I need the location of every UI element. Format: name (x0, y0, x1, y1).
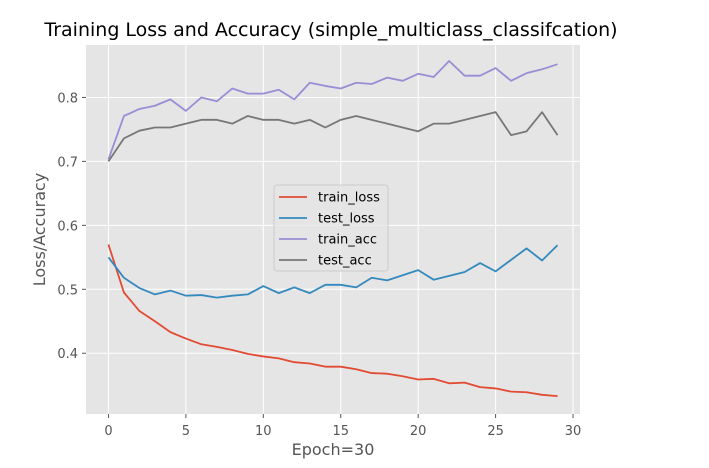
legend-label: test_loss (318, 212, 375, 227)
x-tick-label: 0 (104, 424, 112, 439)
x-tick-label: 20 (410, 424, 427, 439)
series-line-test-loss (107, 244, 559, 299)
series-line-test-acc (107, 111, 559, 162)
series-line-train-acc (107, 60, 558, 160)
x-tick-label: 15 (332, 424, 349, 439)
y-tick-label: 0.7 (57, 155, 78, 170)
y-axis-label: Loss/Accuracy (30, 173, 49, 287)
x-axis-label: Epoch=30 (292, 440, 375, 459)
grid (86, 45, 580, 414)
tick-layer: 0 5 10 15 20 25 30 0.4 0.5 0.6 0.7 0.8 (57, 91, 581, 439)
legend-label: train_acc (318, 233, 377, 248)
x-tick-label: 5 (182, 424, 190, 439)
legend-box (273, 184, 389, 272)
y-tick-label: 0.5 (57, 283, 78, 298)
series-line-train-loss (107, 244, 558, 397)
y-tick-label: 0.4 (57, 347, 78, 362)
x-tick-label: 25 (487, 424, 504, 439)
legend-label: test_acc (318, 254, 372, 269)
x-tick-label: 30 (565, 424, 582, 439)
x-tick-label: 10 (255, 424, 272, 439)
series-layer (107, 60, 559, 397)
chart-title: Training Loss and Accuracy (simple_multi… (43, 19, 617, 41)
legend-label: train_loss (318, 191, 380, 206)
y-tick-label: 0.8 (57, 91, 78, 106)
y-tick-label: 0.6 (57, 219, 78, 234)
legend: train_loss test_loss train_acc test_acc (273, 184, 389, 272)
